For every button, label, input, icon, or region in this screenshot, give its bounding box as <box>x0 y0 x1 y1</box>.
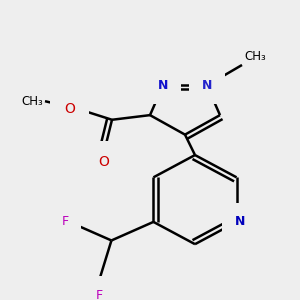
Text: O: O <box>64 102 75 116</box>
Text: N: N <box>158 79 168 92</box>
Text: N: N <box>234 215 245 228</box>
Text: N: N <box>202 79 212 92</box>
Text: O: O <box>99 154 110 169</box>
Text: CH₃: CH₃ <box>21 95 43 108</box>
Text: CH₃: CH₃ <box>244 50 266 63</box>
Text: F: F <box>96 289 103 300</box>
Text: F: F <box>61 215 68 228</box>
